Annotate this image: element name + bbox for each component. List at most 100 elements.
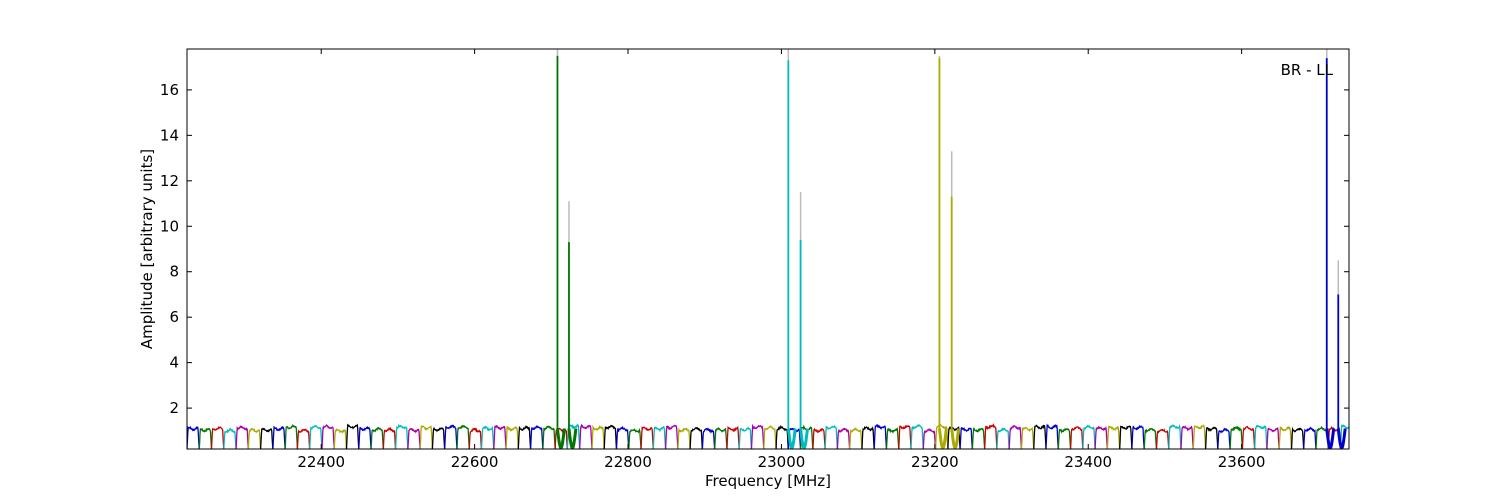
channel-series-line	[529, 424, 544, 449]
channel-series-line	[309, 424, 323, 449]
channel-series-line	[1266, 426, 1280, 449]
channel-series-line	[1303, 426, 1317, 449]
channel-series-line	[235, 425, 249, 449]
channel-series-line	[750, 423, 765, 449]
spike-trough	[937, 428, 948, 449]
series-layer	[187, 422, 1349, 449]
x-tick-label: 23000	[758, 453, 806, 471]
channel-series-line	[836, 427, 851, 449]
channel-series-line	[505, 425, 519, 449]
channel-series-line	[677, 427, 691, 449]
channel-series-line	[542, 425, 556, 449]
channel-series-line	[1217, 427, 1231, 449]
channel-series-line	[701, 427, 716, 449]
channel-series-line	[1131, 424, 1145, 449]
channel-series-line	[628, 427, 642, 449]
channel-series-line	[934, 423, 949, 449]
channel-series-line	[1020, 426, 1035, 449]
x-tick-label: 23200	[911, 453, 959, 471]
channel-series-line	[885, 427, 900, 449]
channel-series-line	[652, 425, 667, 449]
spike-trough	[1325, 428, 1336, 449]
y-tick-label: 10	[160, 217, 179, 235]
channel-series-line	[922, 427, 937, 449]
channel-series-line	[1339, 423, 1349, 449]
y-tick-label: 8	[169, 263, 179, 281]
spike-trough	[567, 428, 578, 449]
channel-series-line	[517, 425, 532, 449]
channel-series-line	[603, 424, 618, 449]
channel-series-line	[1290, 426, 1305, 449]
channel-series-line	[910, 424, 924, 449]
channel-series-line	[394, 423, 409, 449]
channel-series-line	[1045, 423, 1059, 449]
channel-series-line	[861, 425, 875, 449]
channel-series-line	[775, 424, 789, 449]
channel-series-line	[1204, 426, 1219, 449]
channel-series-line	[321, 423, 335, 449]
x-tick-label: 23400	[1064, 453, 1112, 471]
baseline-annotation: BR - LL	[1281, 61, 1334, 79]
channel-series-line	[579, 423, 593, 449]
channel-series-line	[198, 427, 213, 449]
channel-series-line	[947, 425, 961, 449]
channel-series-line	[419, 425, 434, 449]
spike-trough	[556, 428, 566, 449]
channel-series-line	[1241, 425, 1256, 449]
channel-series-line	[407, 427, 421, 449]
channel-series-line	[187, 425, 200, 449]
channel-series-line	[689, 426, 703, 449]
channel-series-line	[640, 425, 654, 449]
channel-series-line	[824, 424, 838, 449]
spike-trough	[1336, 428, 1347, 449]
channel-series-line	[1278, 426, 1293, 449]
channel-series-line	[1119, 425, 1133, 449]
channel-series-line	[1008, 424, 1023, 449]
channel-series-line	[210, 425, 225, 449]
channel-series-line	[1143, 427, 1158, 449]
channel-series-line	[1155, 428, 1170, 449]
channel-series-line	[615, 425, 630, 449]
channel-series-line	[259, 427, 274, 449]
y-axis-label: Amplitude [arbitrary units]	[138, 149, 156, 349]
y-tick-label: 2	[169, 399, 179, 417]
channel-series-line	[493, 424, 507, 449]
x-tick-label: 22800	[604, 453, 652, 471]
channel-series-line	[223, 427, 237, 449]
x-tick-label: 23600	[1218, 453, 1266, 471]
spike-trough	[786, 428, 797, 449]
channel-series-line	[763, 425, 777, 449]
channel-series-line	[1180, 425, 1194, 449]
channel-series-line	[812, 427, 826, 449]
channel-series-line	[591, 424, 605, 449]
spike-trough	[950, 428, 961, 449]
channel-series-line	[1057, 427, 1072, 449]
channel-series-line	[996, 427, 1010, 449]
channel-series-line	[726, 425, 740, 449]
channel-series-line	[959, 426, 973, 449]
x-axis: 22400 22600 22800 23000 23200 23400 23600	[297, 49, 1265, 471]
channel-series-line	[480, 425, 495, 449]
channel-series-line	[738, 426, 753, 449]
y-tick-label: 6	[169, 308, 179, 326]
channel-series-line	[714, 426, 728, 449]
x-tick-label: 22600	[451, 453, 499, 471]
channel-series-line	[1082, 424, 1096, 449]
channel-series-line	[272, 425, 286, 449]
channel-series-line	[1033, 424, 1047, 449]
channel-series-line	[1254, 424, 1268, 449]
channel-series-line	[1229, 425, 1243, 449]
channel-series-line	[284, 423, 299, 449]
channel-series-line	[468, 427, 483, 449]
channel-series-line	[444, 424, 458, 449]
channel-series-line	[1069, 426, 1084, 449]
channel-series-line	[382, 426, 397, 449]
y-axis: 2 4 6 8 10 12 14 16	[160, 81, 1349, 417]
channel-series-line	[984, 422, 998, 449]
spike-trough	[799, 428, 809, 449]
channel-series-line	[898, 424, 912, 449]
channel-series-line	[664, 424, 679, 449]
y-tick-label: 14	[160, 126, 179, 144]
channel-series-line	[1192, 424, 1207, 449]
